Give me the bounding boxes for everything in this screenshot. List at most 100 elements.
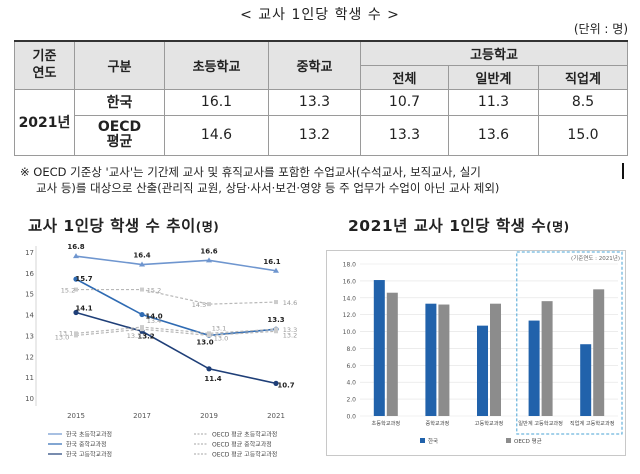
y-tick-label: 14 — [25, 312, 34, 320]
bar — [438, 304, 450, 416]
data-label: 13.3 — [127, 332, 141, 340]
x-tick-label: 일반계 고등학교과정 — [518, 419, 563, 427]
x-tick-label: 2015 — [67, 412, 85, 420]
cell-korea-voc: 8.5 — [538, 88, 628, 116]
y-tick-label: 16.0 — [343, 278, 357, 285]
cell-korea-general: 11.3 — [448, 88, 539, 116]
row-label-korea: 한국 — [74, 88, 165, 116]
series-line — [75, 326, 277, 334]
data-label: 13.1 — [212, 324, 226, 332]
header-middle: 중학교 — [268, 40, 361, 90]
series-marker — [140, 325, 144, 330]
data-label: 13.4 — [147, 317, 161, 325]
bar — [541, 301, 553, 416]
header-high-general: 일반계 — [448, 64, 539, 90]
text-cursor — [622, 163, 624, 179]
cell-korea-middle: 13.3 — [268, 88, 361, 116]
series-marker — [140, 327, 144, 332]
header-elementary: 초등학교 — [164, 40, 269, 90]
header-year: 기준 연도 — [14, 40, 75, 90]
header-gubun: 구분 — [74, 40, 165, 90]
line-chart-svg: 10 11 12 13 14 15 16 17 2015 2017 2019 2021 16.8 16.4… — [25, 243, 297, 458]
x-tick-label: 2019 — [200, 412, 218, 420]
legend-label: 한국 초등학교과정 — [66, 431, 112, 439]
series-marker — [73, 276, 79, 282]
line-chart: 10 11 12 13 14 15 16 17 2015 2017 2019 2021 16.8 16.4… — [14, 238, 314, 470]
legend-label: OECD 평균 중학교과정 — [212, 441, 272, 449]
y-tick-label: 11 — [25, 374, 34, 382]
cell-oecd-elem: 14.6 — [164, 114, 269, 156]
stats-table: 기준 연도 구분 초등학교 중학교 고등학교 전체 일반계 직업계 2021년 … — [14, 40, 628, 156]
data-label: 15.2 — [61, 287, 75, 295]
data-label: 14.5 — [192, 301, 206, 309]
y-tick-label: 8.0 — [346, 346, 356, 353]
legend-swatch — [420, 438, 425, 443]
x-tick-label: 고등학교과정 — [475, 419, 504, 427]
cell-oecd-middle: 13.2 — [268, 114, 361, 156]
legend-label: OECD 평균 초등학교과정 — [212, 431, 277, 439]
y-tick-label: 10 — [25, 395, 34, 403]
legend-label: 한국 — [428, 438, 438, 445]
data-label: 14.0 — [145, 313, 162, 321]
cell-oecd-total: 13.3 — [360, 114, 449, 156]
series-marker — [206, 366, 212, 372]
bar-chart-svg: (기준연도 : 2021년) 0.0 2.0 4.0 6.0 8.0 10.0 12.0 14.… — [343, 251, 623, 445]
data-label: 13.0 — [214, 334, 228, 342]
bar — [490, 303, 501, 416]
bar — [528, 320, 540, 416]
row-label-oecd: OECD 평균 — [74, 114, 165, 156]
x-tick-label: 중학교과정 — [425, 419, 449, 427]
series-line — [76, 288, 277, 305]
series-marker — [207, 302, 211, 307]
y-tick-label: 18.0 — [343, 262, 357, 269]
data-label: 15.2 — [147, 287, 161, 295]
series-marker — [206, 257, 212, 263]
series-line — [75, 255, 277, 272]
legend-label: 한국 중학교과정 — [66, 441, 107, 449]
series-marker — [274, 327, 278, 332]
series-marker — [207, 333, 211, 338]
row-year: 2021년 — [14, 88, 75, 156]
series-marker — [74, 287, 78, 292]
y-tick-label: 2.0 — [346, 397, 356, 404]
series-marker — [74, 331, 78, 336]
y-tick-label: 4.0 — [346, 380, 356, 387]
data-label: 16.6 — [200, 247, 217, 255]
series-line — [75, 311, 277, 385]
data-label: 10.7 — [277, 381, 294, 389]
footnote-line-1: ※ OECD 기준상 '교사'는 기간제 교사 및 휴직교사를 포함한 수업교사… — [20, 165, 481, 179]
y-tick-label: 6.0 — [346, 363, 356, 370]
data-label: 16.1 — [263, 258, 280, 266]
cell-oecd-general: 13.6 — [448, 114, 539, 156]
footnote-line-2: 교사 등)를 대상으로 산출(관리직 교원, 상담·사서·보건·영양 등 주 업… — [36, 181, 500, 195]
series-marker — [274, 300, 278, 305]
bar — [425, 303, 437, 416]
left-chart-title: 교사 1인당 학생 수 추이(명) — [28, 217, 220, 235]
data-label: 13.2 — [283, 331, 297, 339]
unit-label: (단위 : 명) — [573, 22, 628, 36]
y-tick-label: 17 — [25, 249, 34, 257]
y-tick-label: 16 — [25, 270, 34, 278]
bar-chart: (기준연도 : 2021년) 0.0 2.0 4.0 6.0 8.0 10.0 12.0 14.… — [326, 250, 626, 456]
y-tick-label: 15 — [25, 291, 34, 299]
x-tick-label: 직업계 고등학교과정 — [570, 419, 615, 427]
legend-label: OECD 평균 — [514, 438, 542, 445]
cell-korea-total: 10.7 — [360, 88, 449, 116]
data-label: 13.3 — [267, 316, 284, 324]
y-tick-label: 12.0 — [343, 312, 357, 319]
y-tick-label: 10.0 — [343, 329, 357, 336]
cell-korea-elem: 16.1 — [164, 88, 269, 116]
right-chart-title: 2021년 교사 1인당 학생 수(명) — [348, 217, 570, 235]
x-tick-label: 2017 — [133, 412, 151, 420]
series-marker — [207, 331, 211, 336]
series-marker — [139, 261, 145, 267]
data-label: 15.7 — [75, 275, 92, 283]
footnote: ※ OECD 기준상 '교사'는 기간제 교사 및 휴직교사를 포함한 수업교사… — [20, 164, 620, 196]
highlight-box — [516, 251, 623, 435]
series-marker — [139, 311, 145, 318]
series-marker — [140, 287, 144, 292]
y-tick-label: 12 — [25, 353, 34, 361]
header-high: 고등학교 — [360, 40, 628, 66]
bar — [477, 325, 488, 416]
header-high-vocational: 직업계 — [538, 64, 628, 90]
